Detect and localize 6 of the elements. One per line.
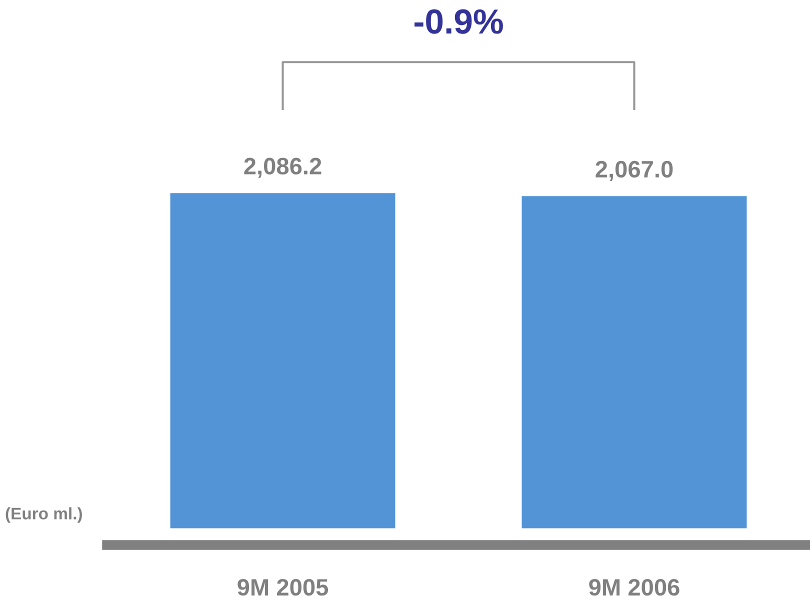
text: -0.9% (414, 9, 503, 34)
data-label: 2,086.2 (244, 158, 322, 178)
x-tick-label: 9M 2005 (238, 578, 328, 596)
data-label: 2,067.0 (596, 160, 673, 182)
text: (Euro ml.) (6, 507, 82, 523)
x-tick-label: 9M 2006 (589, 578, 680, 596)
